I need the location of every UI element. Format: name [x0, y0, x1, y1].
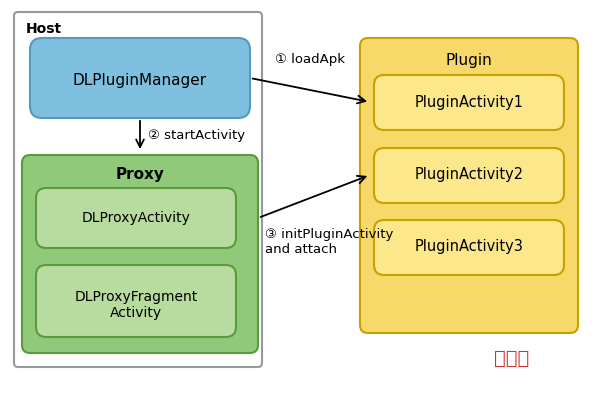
- Text: Proxy: Proxy: [116, 168, 165, 183]
- FancyBboxPatch shape: [360, 38, 578, 333]
- FancyBboxPatch shape: [36, 188, 236, 248]
- Text: PluginActivity3: PluginActivity3: [415, 240, 523, 255]
- FancyBboxPatch shape: [22, 155, 258, 353]
- Text: PluginActivity1: PluginActivity1: [415, 95, 523, 110]
- Text: 豆星人: 豆星人: [494, 348, 530, 367]
- Text: ③ initPluginActivity
and attach: ③ initPluginActivity and attach: [265, 228, 393, 256]
- FancyBboxPatch shape: [374, 148, 564, 203]
- Text: DLProxyFragment
Activity: DLProxyFragment Activity: [74, 290, 198, 320]
- FancyBboxPatch shape: [30, 38, 250, 118]
- Text: Plugin: Plugin: [446, 53, 492, 67]
- Text: DLPluginManager: DLPluginManager: [73, 72, 207, 88]
- FancyBboxPatch shape: [14, 12, 262, 367]
- FancyBboxPatch shape: [374, 75, 564, 130]
- Text: DLProxyActivity: DLProxyActivity: [81, 211, 191, 225]
- Text: ② startActivity: ② startActivity: [148, 128, 245, 141]
- FancyBboxPatch shape: [36, 265, 236, 337]
- Text: Host: Host: [26, 22, 62, 36]
- Text: ① loadApk: ① loadApk: [275, 53, 345, 67]
- FancyBboxPatch shape: [374, 220, 564, 275]
- Text: PluginActivity2: PluginActivity2: [415, 168, 523, 183]
